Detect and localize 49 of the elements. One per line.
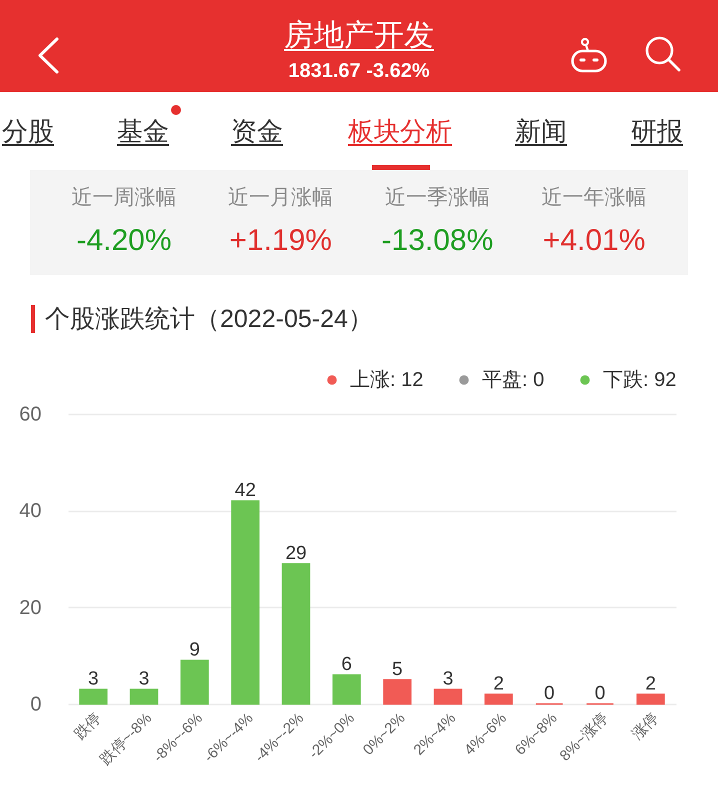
text: 近一周涨幅 — [72, 185, 176, 211]
bar — [383, 679, 412, 705]
text: -13.08% — [382, 223, 494, 259]
bar — [231, 500, 260, 705]
data-label: 3 — [442, 668, 454, 690]
chart-title: 个股涨跌统计（2022-05-24） — [45, 304, 373, 335]
text: 新闻 — [515, 115, 567, 148]
data-label: 9 — [189, 640, 200, 660]
bar — [79, 688, 108, 705]
y-tick-label: 20 — [19, 596, 42, 619]
text: 近一季涨幅 — [384, 185, 490, 211]
text: +4.01% — [542, 223, 646, 259]
text: 房地产开发 — [284, 18, 434, 54]
legend-label: 上涨: 12 — [350, 369, 424, 391]
x-tick-label: 涨停 — [628, 710, 662, 744]
text: 基金 — [117, 115, 169, 148]
text: -4.20% — [76, 223, 172, 259]
text: 板块分析 — [348, 115, 452, 148]
y-tick-label: 40 — [19, 500, 42, 522]
data-label: 3 — [138, 668, 150, 690]
text: 近一年涨幅 — [542, 185, 647, 211]
data-label: 0 — [544, 683, 555, 704]
bar — [130, 688, 158, 705]
data-label: 3 — [88, 668, 99, 690]
bar — [282, 563, 310, 705]
data-label: 2 — [493, 673, 504, 694]
text: 分股 — [2, 115, 54, 148]
text: 近一月涨幅 — [228, 185, 334, 211]
bar — [180, 660, 209, 705]
data-label: 2 — [645, 673, 656, 694]
bar — [434, 688, 462, 705]
data-label: 0 — [594, 683, 606, 704]
text: 1831.67 -3.62% — [288, 59, 430, 83]
legend-label: 下跌: 92 — [603, 369, 676, 391]
legend-label: 平盘: 0 — [482, 369, 544, 391]
bar — [484, 694, 513, 705]
data-label: 6 — [341, 654, 352, 675]
data-label: 42 — [234, 480, 256, 501]
y-tick-label: 0 — [30, 694, 42, 716]
text: 资金 — [231, 115, 283, 148]
x-tick-label: 跌停 — [71, 710, 105, 744]
data-label: 29 — [285, 542, 307, 564]
x-tick-label: 8%~涨停 — [556, 710, 612, 765]
y-tick-label: 60 — [19, 404, 42, 426]
bar — [332, 674, 361, 705]
data-label: 5 — [392, 658, 403, 680]
bar — [636, 694, 665, 705]
text: +1.19% — [229, 223, 332, 259]
text: 研报 — [631, 115, 683, 148]
